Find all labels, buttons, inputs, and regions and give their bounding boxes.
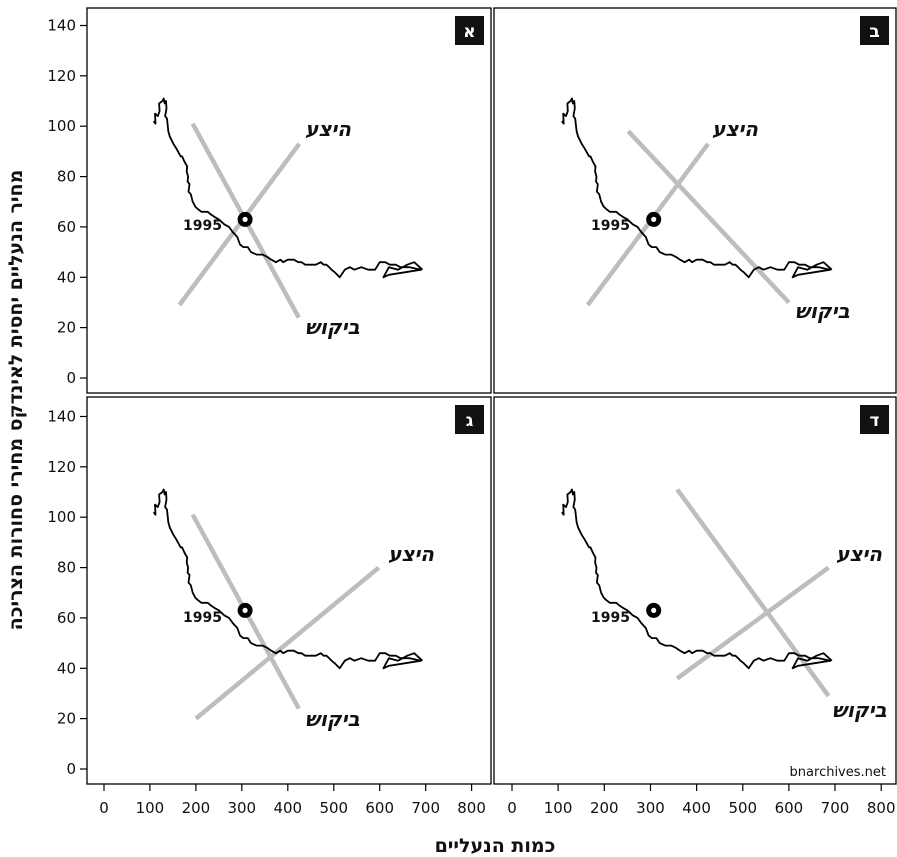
marker-1995-inner	[242, 607, 248, 614]
x-tick-label: 800	[867, 799, 896, 817]
supply-label: היצע	[836, 542, 882, 566]
x-tick-label: 600	[365, 799, 394, 817]
demand-line	[675, 488, 831, 698]
y-tick-label: 40	[57, 659, 76, 677]
x-axis-left: 0 100 200 300 400 500 600 700 800	[99, 784, 486, 817]
x-tick-label: 300	[636, 799, 665, 817]
y-axis-title: מחיר הנעליים יחסית לאינדקס מחירי סחורות …	[5, 170, 27, 631]
supply-line	[675, 565, 830, 681]
marker-1995-label: 1995	[183, 218, 222, 234]
marker-1995-inner	[651, 607, 657, 614]
panel-badge-label: א	[463, 22, 475, 42]
marker-1995-label: 1995	[591, 610, 630, 626]
panel-badge-label: ב	[869, 22, 879, 42]
x-tick-label: 100	[544, 799, 573, 817]
x-tick-label: 500	[319, 799, 348, 817]
supply-label: היצע	[712, 117, 758, 141]
panel-badge	[860, 16, 889, 45]
historical-price-quantity-line	[561, 97, 833, 279]
x-tick-label: 0	[99, 799, 109, 817]
demand-label: ביקוש	[832, 698, 887, 722]
panel-1: 1995 היצע ביקוש א	[86, 7, 492, 394]
panel-badge-label: ג	[466, 411, 474, 431]
x-tick-label: 800	[457, 799, 486, 817]
y-tick-label: 0	[66, 760, 76, 778]
supply-line	[194, 565, 381, 721]
historical-price-quantity-line	[152, 488, 424, 670]
x-tick-label: 200	[182, 799, 211, 817]
marker-1995-inner	[242, 216, 248, 222]
panel-3: 1995 היצע ביקוש ג	[86, 396, 492, 785]
x-tick-label: 700	[821, 799, 850, 817]
supply-label: היצע	[305, 117, 351, 141]
x-tick-label: 300	[227, 799, 256, 817]
historical-price-quantity-line	[152, 97, 424, 279]
y-tick-label: 100	[47, 508, 76, 526]
panel-badge-label: ד	[870, 411, 880, 431]
y-tick-label: 120	[47, 458, 76, 476]
panel-badge	[455, 16, 484, 45]
y-tick-label: 40	[57, 268, 76, 286]
y-tick-label: 140	[47, 17, 76, 35]
panel-frame	[86, 7, 492, 394]
supply-line	[177, 142, 302, 307]
x-tick-label: 200	[590, 799, 619, 817]
y-tick-label: 100	[47, 117, 76, 135]
y-tick-label: 80	[57, 168, 76, 186]
x-tick-label: 600	[775, 799, 804, 817]
panel-frame	[493, 396, 897, 785]
panel-badge	[860, 405, 889, 434]
y-tick-label: 60	[57, 609, 76, 627]
x-tick-label: 500	[728, 799, 757, 817]
x-tick-label: 100	[136, 799, 165, 817]
demand-label: ביקוש	[305, 315, 360, 339]
y-tick-label: 140	[47, 408, 76, 426]
y-tick-label: 80	[57, 559, 76, 577]
y-tick-label: 20	[57, 319, 76, 337]
demand-label: ביקוש	[795, 299, 850, 323]
x-axis-right: 0 100 200 300 400 500 600 700 800	[507, 784, 896, 817]
y-tick-label: 20	[57, 710, 76, 728]
panel-4: 1995 היצע ביקוש ד	[493, 396, 897, 785]
watermark-text: bnarchives.net	[790, 765, 886, 780]
x-tick-label: 0	[507, 799, 517, 817]
y-axis-bottom: 0 20 40 60 80 100 120 140	[47, 408, 87, 778]
marker-1995-label: 1995	[183, 610, 222, 626]
x-tick-label: 400	[273, 799, 302, 817]
x-tick-label: 400	[682, 799, 711, 817]
x-axis-label: כמות הנעליים	[435, 835, 556, 857]
supply-label: היצע	[388, 542, 434, 566]
y-tick-label: 0	[66, 369, 76, 387]
supply-line	[585, 142, 710, 307]
y-tick-label: 60	[57, 218, 76, 236]
demand-label: ביקוש	[305, 707, 360, 731]
y-tick-label: 120	[47, 67, 76, 85]
marker-1995-label: 1995	[591, 218, 630, 234]
historical-price-quantity-line	[561, 488, 833, 670]
y-axis-top: 0 20 40 60 80 100 120 140	[47, 17, 87, 387]
panel-2: 1995 היצע ביקוש ב	[493, 7, 897, 394]
panel-badge	[455, 405, 484, 434]
marker-1995-inner	[651, 216, 657, 222]
y-axis-label: מחיר הנעליים יחסית לאינדקס מחירי סחורות …	[5, 170, 27, 631]
demand-line	[626, 129, 791, 305]
panel-frame	[86, 396, 492, 785]
x-tick-label: 700	[411, 799, 440, 817]
